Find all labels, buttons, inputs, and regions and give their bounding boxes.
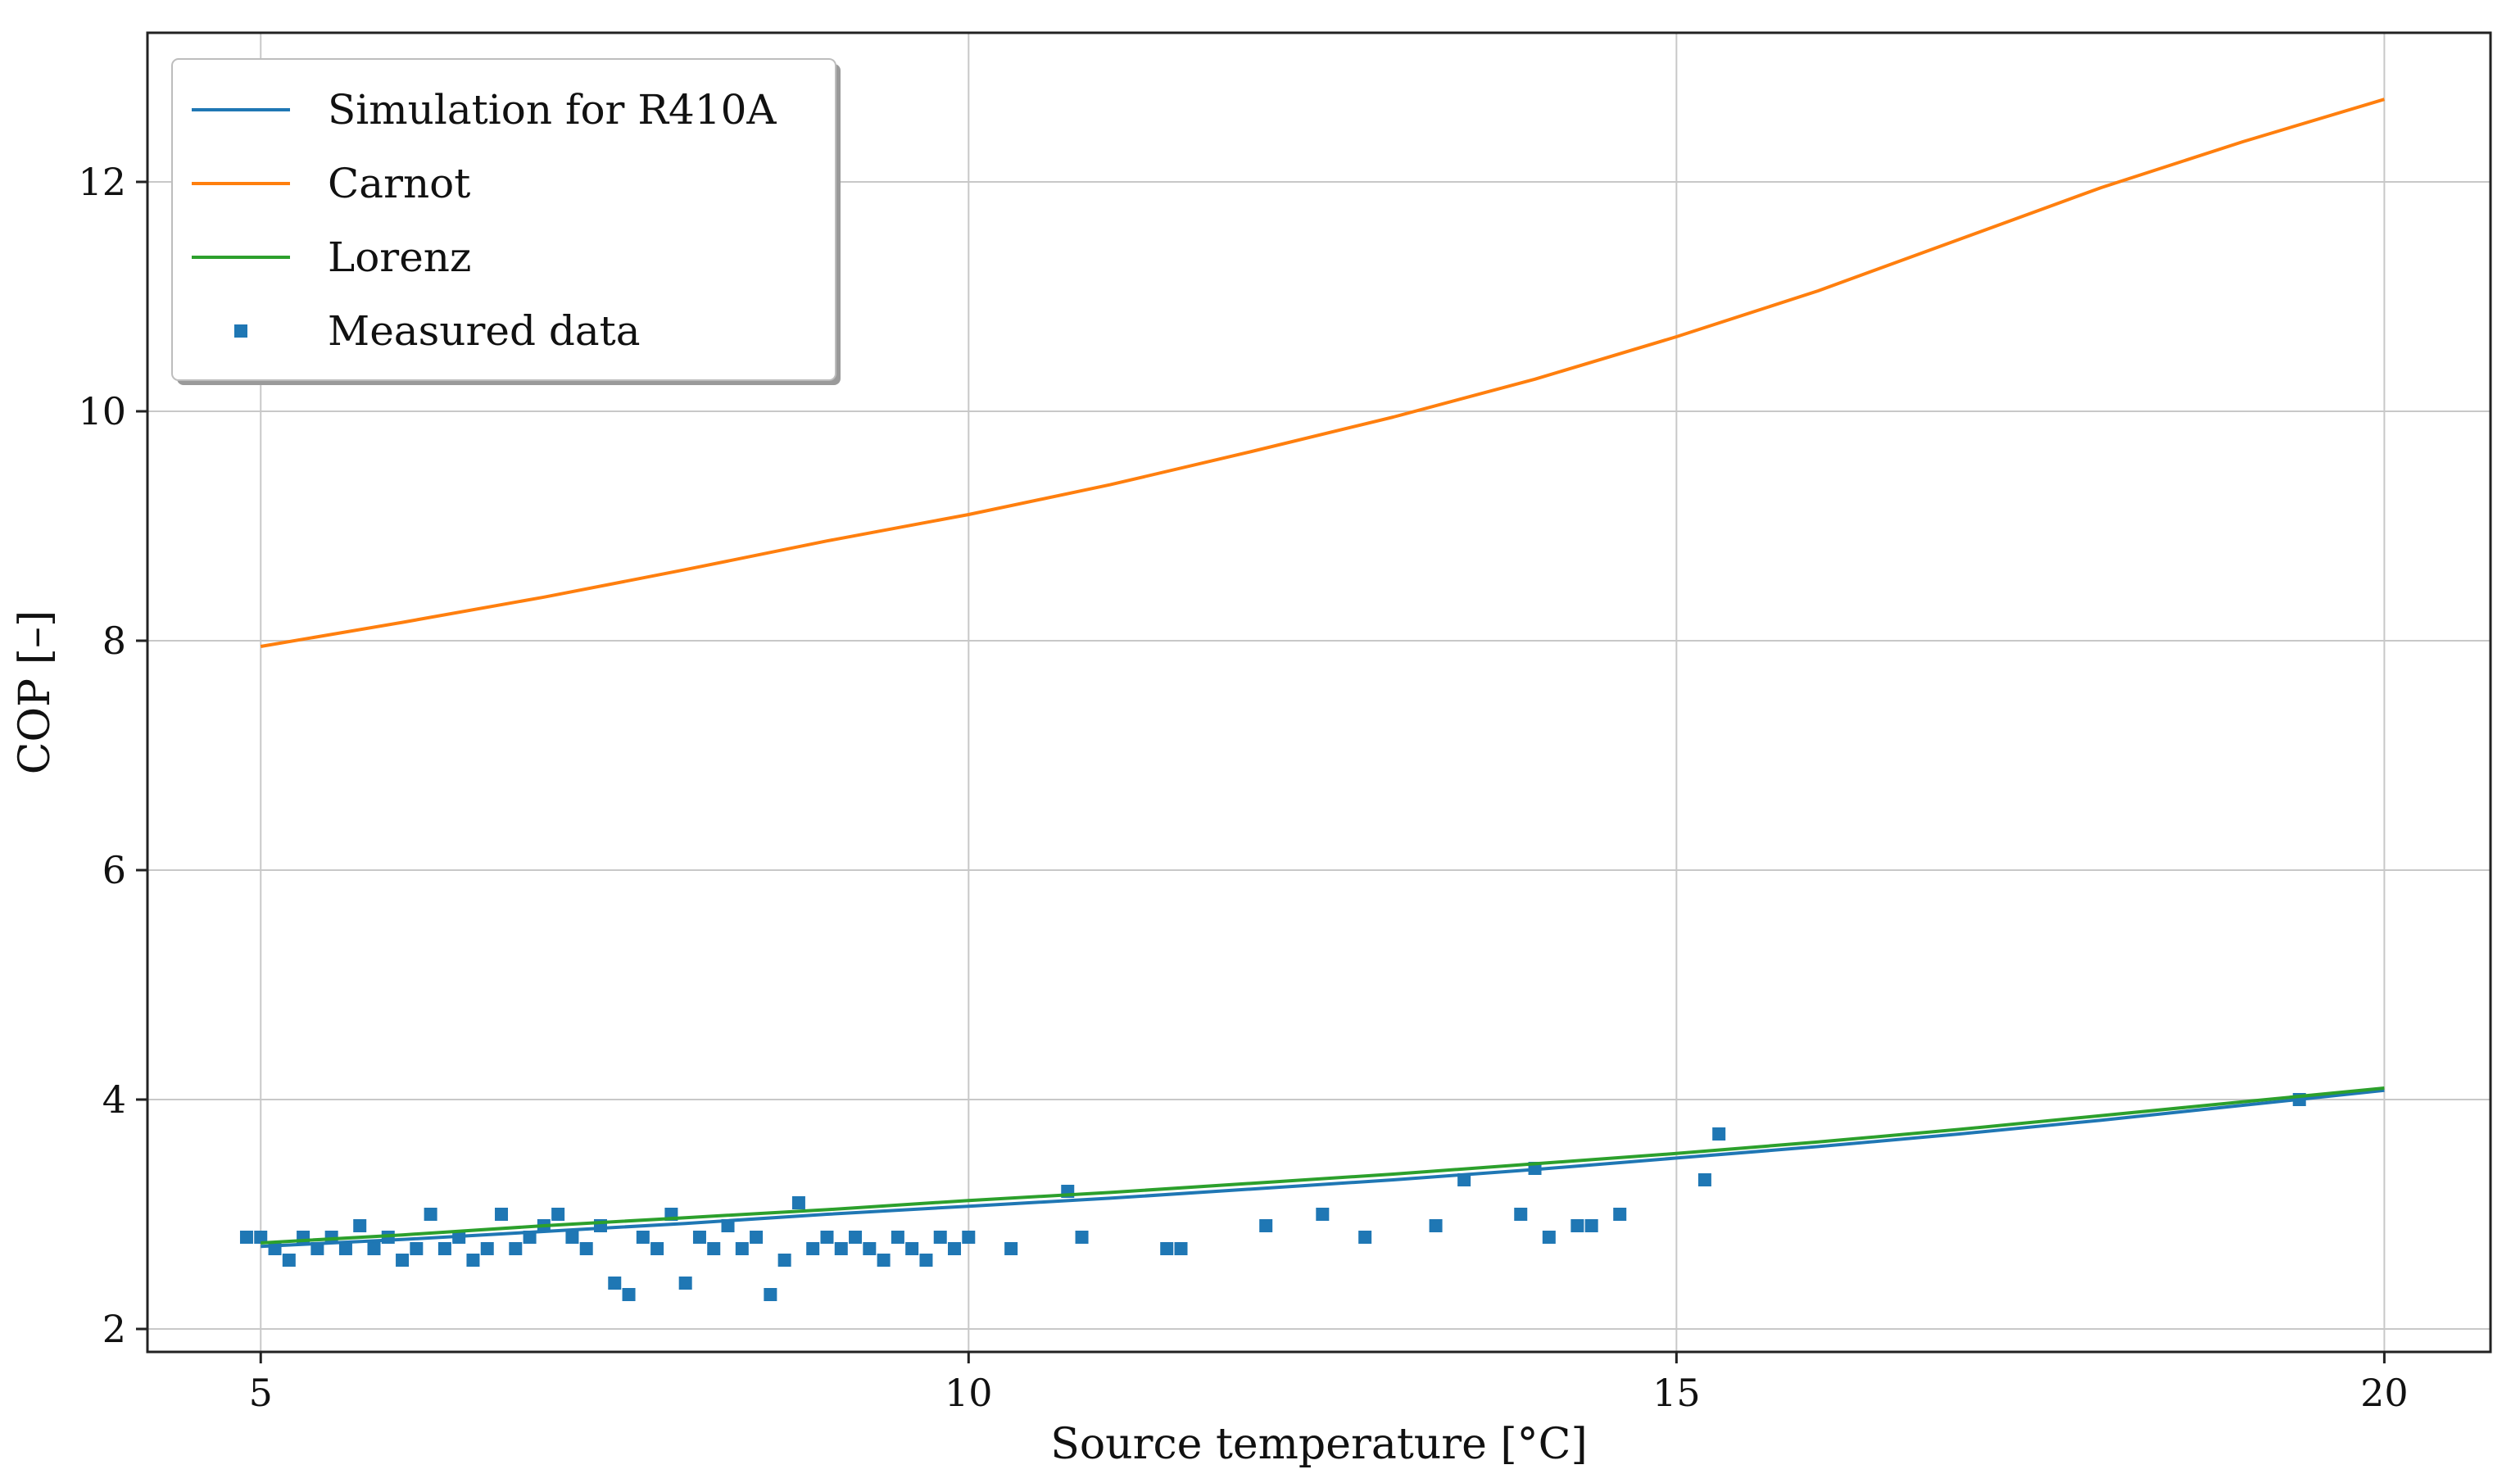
measured-data-point (750, 1231, 764, 1244)
measured-data-point (735, 1242, 749, 1255)
y-tick-label: 12 (78, 160, 126, 204)
measured-data-point (622, 1288, 636, 1301)
measured-data-point (933, 1231, 947, 1244)
measured-data-point (1613, 1208, 1627, 1221)
measured-data-point (1004, 1242, 1018, 1255)
x-tick-label: 15 (1652, 1371, 1701, 1415)
measured-data-point (636, 1231, 650, 1244)
measured-data-point (834, 1242, 848, 1255)
measured-data-point (410, 1242, 424, 1255)
measured-data-point (1316, 1208, 1330, 1221)
measured-data-point (650, 1242, 664, 1255)
measured-data-point (1542, 1231, 1556, 1244)
grid (147, 33, 2491, 1352)
axis-ticks: 5 10 15 20 2 4 6 8 10 12 (78, 160, 2408, 1415)
measured-data-point (1514, 1208, 1528, 1221)
measured-data-point (396, 1254, 410, 1267)
measured-data-point (608, 1277, 622, 1290)
measured-data-point (239, 1231, 253, 1244)
y-tick-label: 6 (102, 848, 126, 892)
measured-data-point (1712, 1127, 1726, 1141)
measured-data-point (1570, 1219, 1584, 1232)
x-axis-label: Source temperature [°C] (1050, 1420, 1588, 1469)
measured-data-point (282, 1254, 296, 1267)
measured-data-point (877, 1254, 891, 1267)
measured-data-point (1358, 1231, 1372, 1244)
plot-frame (146, 31, 2492, 1354)
measured-data-point (1584, 1219, 1598, 1232)
measured-data-point (254, 1231, 268, 1244)
measured-data-point (849, 1231, 863, 1244)
measured-data-point (367, 1242, 381, 1255)
legend-label-simulation-for-r410a: Simulation for R410A (328, 86, 777, 134)
measured-data-point (353, 1219, 367, 1232)
carnot-line (260, 98, 2385, 648)
x-tick-label: 20 (2360, 1371, 2409, 1415)
series-group (239, 98, 2385, 1301)
measured-data-point (338, 1242, 352, 1255)
measured-data-point (791, 1196, 805, 1209)
measured-data-point (891, 1231, 904, 1244)
y-tick-label: 8 (102, 619, 126, 663)
measured-data-point (551, 1208, 565, 1221)
y-tick-label: 10 (78, 389, 126, 433)
measured-data-point (1697, 1173, 1711, 1186)
simulation-for-r410a-line (261, 1088, 2385, 1249)
measured-data-point (424, 1208, 437, 1221)
y-tick-label: 2 (102, 1307, 126, 1351)
measured-data-point (948, 1242, 962, 1255)
measured-data-point (919, 1254, 933, 1267)
legend: Simulation for R410A Carnot Lorenz Measured… (171, 58, 841, 385)
measured-data-point (437, 1242, 451, 1255)
x-tick-label: 5 (249, 1371, 273, 1415)
measured-data-point (707, 1242, 721, 1255)
legend-label-measured-data: Measured data (328, 307, 641, 355)
measured-data-point (806, 1242, 820, 1255)
measured-data-point (509, 1242, 523, 1255)
measured-data-point (466, 1254, 480, 1267)
measured-data-point (820, 1231, 834, 1244)
measured-data-point (480, 1242, 494, 1255)
measured-data-point (764, 1288, 777, 1301)
measured-data-point (1160, 1242, 1174, 1255)
legend-label-lorenz: Lorenz (328, 234, 471, 281)
legend-box (171, 58, 836, 381)
legend-label-carnot: Carnot (328, 160, 470, 207)
measured-data-point (1174, 1242, 1188, 1255)
y-axis-label: COP [–] (11, 610, 60, 775)
measured-data-point (495, 1208, 509, 1221)
measured-data-point (1075, 1231, 1089, 1244)
measured-data-point (579, 1242, 593, 1255)
y-tick-label: 4 (102, 1077, 126, 1122)
measured-data-point (678, 1277, 692, 1290)
measured-data-point (962, 1231, 976, 1244)
measured-data-point (777, 1254, 791, 1267)
measured-data-point (1457, 1173, 1471, 1186)
measured-data-point (1259, 1219, 1273, 1232)
lorenz-line (261, 1086, 2385, 1245)
measured-data-point (692, 1231, 706, 1244)
measured-data-point (565, 1231, 579, 1244)
legend-swatch-measured-data (234, 324, 247, 338)
measured-data-point (1429, 1219, 1443, 1232)
measured-data-point (863, 1242, 877, 1255)
x-tick-label: 10 (945, 1371, 993, 1415)
measured-data-series (239, 1093, 2306, 1301)
measured-data-point (905, 1242, 919, 1255)
